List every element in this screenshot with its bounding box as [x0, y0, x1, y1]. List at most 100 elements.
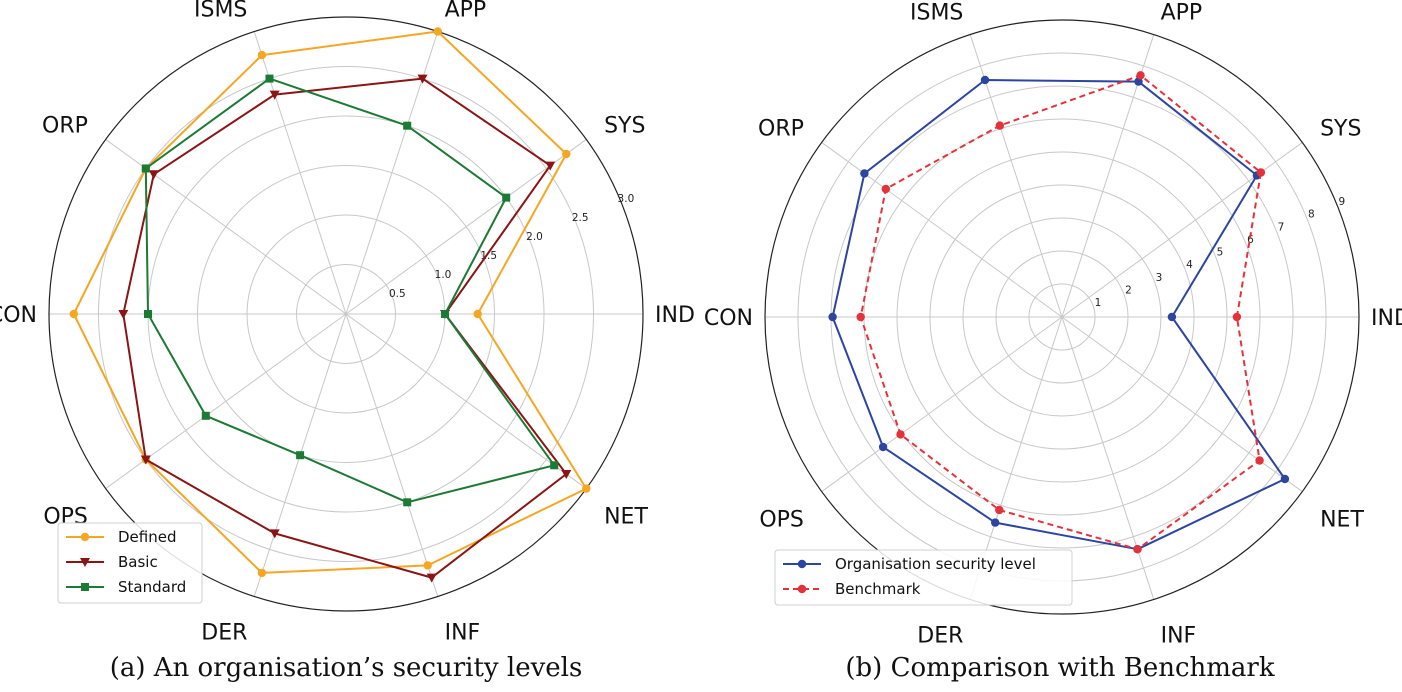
- r-tick-label: 0.5: [389, 288, 406, 300]
- legend-label-basic: Basic: [118, 553, 158, 571]
- legend-marker-basic: [80, 558, 90, 567]
- r-tick-label: 6: [1247, 234, 1254, 246]
- legend-label-benchmark: Benchmark: [835, 580, 921, 598]
- data-point-organisation-security-level-der: [991, 518, 1000, 527]
- grid-spoke-ops: [821, 316, 1063, 492]
- data-point-benchmark-sys: [1256, 168, 1266, 177]
- legend-box: [774, 549, 1073, 606]
- data-point-standard-app: [403, 121, 412, 130]
- data-point-standard-con: [144, 310, 152, 318]
- data-point-benchmark-orp: [881, 184, 890, 194]
- r-tick-label: 1.0: [435, 269, 452, 281]
- radar-chart-b: 1 2 3 4 5 6 7 8 9 IND SYS APP ISMS ORP CON OPS DER INF NET…: [704, 1, 1402, 649]
- legend-box: [57, 522, 203, 604]
- data-point-defined-app: [433, 27, 442, 36]
- data-point-standard-ind: [441, 310, 449, 318]
- data-point-defined-isms: [257, 50, 267, 60]
- legend-label-defined: Defined: [118, 528, 176, 546]
- r-tick-label: 2.0: [526, 231, 543, 243]
- data-point-standard-isms: [265, 74, 274, 83]
- r-tick-label: 2: [1125, 284, 1132, 296]
- r-tick-label: 8: [1308, 209, 1315, 221]
- series-standard: [141, 74, 559, 507]
- grid: [765, 34, 1359, 600]
- data-point-benchmark-isms: [995, 121, 1004, 130]
- radar-chart-a: 0.51.01.52.02.53.0INDSYSAPPISMSORPCONOPS…: [0, 0, 695, 645]
- grid-spoke-inf: [345, 313, 439, 597]
- category-label-sys: SYS: [604, 114, 645, 139]
- category-label-inf: INF: [445, 620, 481, 645]
- data-point-standard-net: [550, 461, 559, 470]
- legend: Organisation security level Benchmark: [774, 549, 1073, 606]
- data-point-defined-net: [582, 484, 591, 493]
- grid-spoke-sys: [345, 139, 587, 315]
- data-point-organisation-security-level-net: [1280, 474, 1290, 484]
- category-label-orp: ORP: [758, 117, 804, 142]
- grid-spoke-app: [345, 31, 439, 315]
- r-tick-label: 9: [1339, 196, 1346, 208]
- category-label-der: DER: [201, 620, 247, 645]
- data-point-basic-der: [269, 529, 280, 539]
- data-point-organisation-security-level-orp: [860, 169, 869, 178]
- data-point-standard-ops: [201, 411, 210, 420]
- caption-a: (a) An organisation’s security levels: [110, 653, 583, 683]
- data-point-standard-sys: [502, 193, 511, 202]
- category-label-sys: SYS: [1320, 117, 1361, 142]
- data-point-defined-der: [257, 568, 267, 578]
- legend: Defined Basic Standard: [57, 522, 203, 604]
- r-tick-label: 1: [1095, 297, 1102, 309]
- legend-label-organisation-security-level: Organisation security level: [835, 555, 1036, 573]
- r-tick-label: 4: [1186, 259, 1193, 271]
- legend-marker-benchmark: [797, 584, 807, 594]
- data-point-benchmark-net: [1255, 456, 1264, 465]
- grid: [49, 31, 643, 597]
- data-point-benchmark-ops: [896, 430, 905, 439]
- category-label-ind: IND: [1371, 306, 1402, 331]
- caption-b: (b) Comparison with Benchmark: [845, 653, 1274, 683]
- r-tick-label: 7: [1278, 221, 1285, 233]
- r-tick-label: 3: [1156, 272, 1163, 284]
- grid-spoke-orp: [821, 142, 1063, 318]
- legend-marker-standard: [81, 583, 89, 591]
- grid-spoke-ops: [105, 313, 347, 489]
- legend-marker-organisation-security-level: [797, 559, 807, 569]
- outer-frame: [48, 16, 644, 612]
- category-label-der: DER: [917, 623, 963, 648]
- category-label-con: CON: [704, 306, 753, 331]
- category-label-inf: INF: [1161, 623, 1197, 648]
- category-label-net: NET: [1320, 508, 1364, 533]
- data-point-benchmark-der: [995, 505, 1004, 515]
- data-point-basic-isms: [269, 90, 280, 100]
- data-point-benchmark-app: [1136, 71, 1145, 80]
- grid-spoke-sys: [1061, 142, 1303, 318]
- series-benchmark: [856, 71, 1266, 554]
- data-point-basic-con: [118, 310, 129, 319]
- data-point-standard-der: [296, 451, 305, 460]
- data-point-organisation-security-level-ops: [878, 442, 888, 452]
- category-label-app: APP: [1161, 1, 1203, 26]
- data-point-organisation-security-level-app: [1134, 77, 1143, 86]
- data-point-defined-inf: [423, 561, 432, 570]
- data-point-basic-ops: [140, 455, 151, 465]
- r-tick-label: 5: [1217, 247, 1224, 259]
- series-organisation-security-level: [828, 75, 1290, 554]
- data-point-defined-sys: [562, 149, 571, 159]
- grid-spoke-inf: [1061, 316, 1155, 600]
- data-point-basic-app: [417, 74, 428, 84]
- data-point-basic-sys: [545, 161, 556, 171]
- data-point-defined-con: [69, 309, 79, 319]
- data-point-standard-orp: [141, 164, 150, 173]
- data-point-basic-inf: [426, 573, 437, 583]
- category-label-ops: OPS: [759, 508, 804, 533]
- r-tick-label: 3.0: [618, 193, 635, 205]
- category-label-ind: IND: [655, 303, 695, 328]
- series-basic: [118, 74, 572, 583]
- data-point-basic-net: [561, 470, 572, 479]
- data-point-organisation-security-level-ind: [1167, 312, 1177, 322]
- legend-label-standard: Standard: [118, 578, 186, 596]
- data-point-benchmark-con: [856, 312, 865, 322]
- category-label-net: NET: [604, 505, 648, 530]
- data-point-benchmark-inf: [1133, 545, 1142, 554]
- grid-spoke-net: [1061, 316, 1303, 492]
